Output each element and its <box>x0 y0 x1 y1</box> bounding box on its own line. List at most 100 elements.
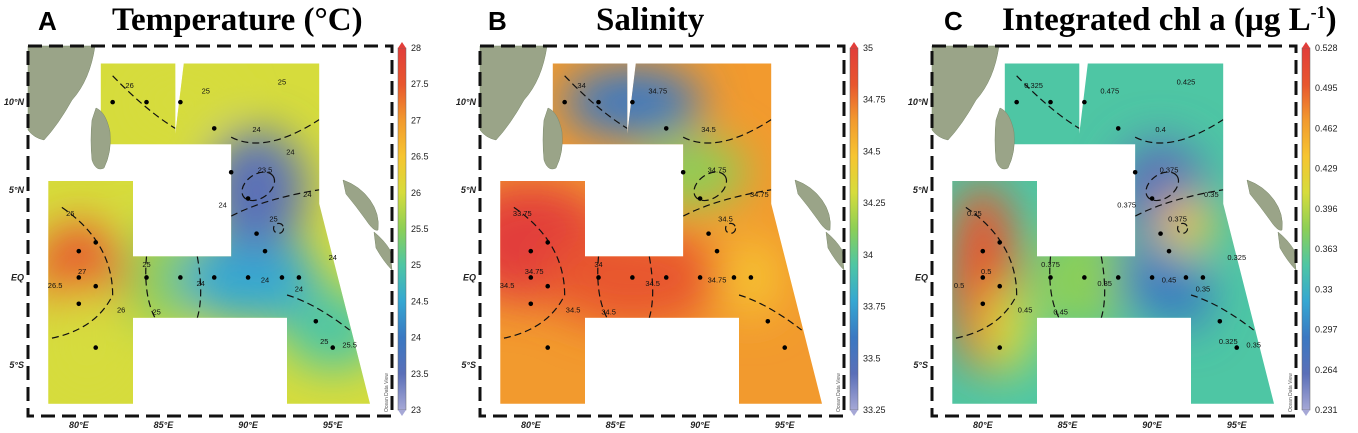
contour-label: 34.5 <box>500 281 515 290</box>
colorbar-tick-label: 33.5 <box>863 353 881 363</box>
contour-label: 34.5 <box>601 307 616 316</box>
station-marker <box>296 275 302 280</box>
colorbar-tick-label: 23.5 <box>411 369 429 379</box>
colorbar-tick-label: 24.5 <box>411 296 429 306</box>
contour-line <box>682 119 772 144</box>
station-marker <box>110 99 115 105</box>
contour-label: 0.375 <box>1160 165 1179 174</box>
contour-line <box>230 189 320 217</box>
station-marker <box>731 275 737 280</box>
contour-line <box>112 75 176 129</box>
colorbar-tick-label: 0.495 <box>1315 83 1338 93</box>
station-marker <box>997 283 1003 289</box>
y-tick-label: 5°S <box>9 360 24 370</box>
station-marker <box>630 99 635 105</box>
contour-label: 0.425 <box>1177 78 1196 87</box>
colorbar <box>849 47 859 411</box>
station-marker <box>697 275 703 280</box>
contour-label: 34.75 <box>708 165 727 174</box>
station-marker <box>1048 99 1053 105</box>
station-marker <box>562 99 567 105</box>
colorbar-tick-label: 34 <box>863 250 873 260</box>
sumatra-landmass <box>1246 179 1283 231</box>
y-tick-label: 10°N <box>4 97 25 107</box>
station-marker <box>596 99 601 105</box>
colorbar-tick-label: 33.75 <box>863 302 886 312</box>
y-tick-label: 5°N <box>913 185 929 195</box>
x-tick-label: 80°E <box>973 420 994 430</box>
contour-label: 26 <box>66 209 74 218</box>
station-marker <box>1158 231 1163 236</box>
contour-label: 24 <box>197 279 205 288</box>
station-marker <box>980 275 986 280</box>
x-tick-label: 80°E <box>69 420 90 430</box>
y-tick-label: 5°N <box>9 185 25 195</box>
colorbar-tick-label: 25 <box>411 260 421 270</box>
odv-watermark: Ocean Data View <box>384 373 390 412</box>
colorbar-tick-label: 0.462 <box>1315 123 1338 133</box>
colorbar <box>1301 47 1311 411</box>
contour-line <box>1100 256 1106 318</box>
india-landmass <box>931 45 1000 141</box>
contour-label: 24 <box>219 200 227 209</box>
station-marker <box>1048 275 1053 280</box>
contour-line <box>648 256 654 318</box>
station-marker <box>1183 275 1189 280</box>
station-marker <box>330 345 336 350</box>
y-tick-label: 5°N <box>461 185 477 195</box>
contour-label: 0.325 <box>1024 81 1043 90</box>
colorbar-tick-label: 0.231 <box>1315 405 1338 415</box>
contour-line <box>682 189 772 217</box>
colorbar-tick-label: 24 <box>411 333 421 343</box>
x-tick-label: 90°E <box>238 420 259 430</box>
colorbar-tick-label: 33.25 <box>863 405 886 415</box>
contour-label: 34.5 <box>718 214 733 223</box>
colorbar-tick-label: 25.5 <box>411 224 429 234</box>
station-marker <box>663 275 669 280</box>
station-marker <box>528 275 534 280</box>
station-marker <box>680 169 686 175</box>
station-marker <box>178 99 183 105</box>
station-marker <box>1200 275 1206 280</box>
panel-letter: A <box>38 6 57 36</box>
sri-lanka-landmass <box>542 107 563 170</box>
y-tick-label: EQ <box>11 272 24 282</box>
contour-label: 23.5 <box>258 165 273 174</box>
contour-label: 0.375 <box>1168 214 1187 223</box>
contour-label: 25 <box>278 78 286 87</box>
colorbar-tick-label: 34.75 <box>863 95 886 105</box>
station-marker <box>706 231 711 236</box>
contour-label: 34.5 <box>701 125 716 134</box>
contour-label: 0.45 <box>1018 306 1033 315</box>
contour-label: 0.35 <box>1097 279 1112 288</box>
colorbar-top-arrow <box>1302 42 1310 48</box>
station-marker <box>545 283 551 289</box>
colorbar-tick-label: 0.33 <box>1315 284 1333 294</box>
contour-label: 25.5 <box>342 341 357 350</box>
contour-lines <box>500 75 803 340</box>
contour-line <box>1145 171 1180 202</box>
chart-title-superscript: -1 <box>1310 2 1326 22</box>
station-marker <box>545 345 551 350</box>
india-landmass <box>27 45 96 141</box>
x-tick-label: 95°E <box>1227 420 1248 430</box>
field-blobs <box>48 72 371 404</box>
contour-label: 26 <box>125 81 133 90</box>
contour-line <box>500 206 566 340</box>
field-patch <box>1160 260 1211 331</box>
x-tick-label: 85°E <box>1058 420 1079 430</box>
station-marker <box>765 319 771 324</box>
x-tick-label: 85°E <box>154 420 175 430</box>
y-tick-label: 10°N <box>456 97 477 107</box>
contour-lines <box>48 75 351 340</box>
contour-lines <box>952 75 1255 340</box>
chart-title-main: Integrated chl a (µg L <box>1002 2 1311 38</box>
panel-letter: B <box>488 6 507 36</box>
contour-label: 25 <box>202 86 210 95</box>
colorbar-bottom-arrow <box>398 410 406 416</box>
contour-line <box>738 294 803 331</box>
panel-salinity: 35 34.75 34.5 34.25 34 33.75 33.5 33.25 80°E 85°E… <box>452 0 904 433</box>
contour-label: 0.5 <box>954 281 964 290</box>
contour-label: 0.35 <box>1246 341 1261 350</box>
sumatra-landmass <box>373 231 393 271</box>
